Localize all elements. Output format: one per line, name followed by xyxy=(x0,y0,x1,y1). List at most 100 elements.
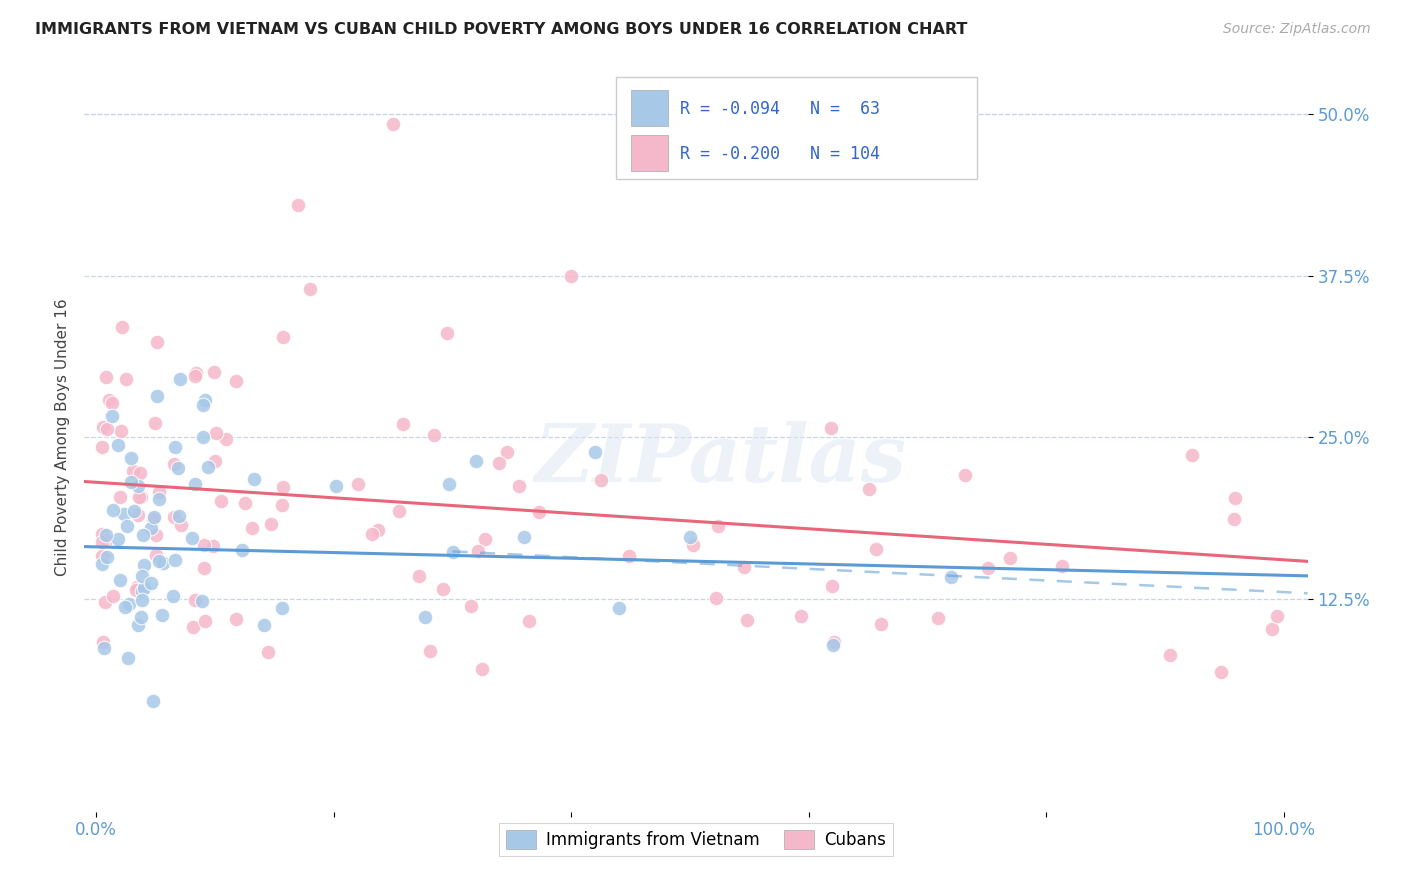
Point xyxy=(193,398,215,412)
Point xyxy=(111,320,134,334)
Point xyxy=(120,450,142,465)
Point xyxy=(121,464,143,478)
Point xyxy=(271,330,294,344)
Point xyxy=(820,421,842,435)
Point xyxy=(215,433,238,447)
Text: IMMIGRANTS FROM VIETNAM VS CUBAN CHILD POVERTY AMONG BOYS UNDER 16 CORRELATION C: IMMIGRANTS FROM VIETNAM VS CUBAN CHILD P… xyxy=(35,22,967,37)
Point xyxy=(132,528,155,542)
Point xyxy=(96,422,118,436)
Point xyxy=(139,521,162,535)
Point xyxy=(184,477,207,491)
Point xyxy=(583,445,606,459)
Point xyxy=(858,482,880,496)
Point xyxy=(191,430,214,444)
Point xyxy=(1159,648,1181,662)
Point xyxy=(1050,559,1073,574)
Point xyxy=(413,609,436,624)
Point xyxy=(422,428,444,442)
Point xyxy=(184,593,207,607)
Point xyxy=(108,574,131,588)
Point xyxy=(132,581,155,595)
Point xyxy=(441,545,464,559)
Point xyxy=(1261,622,1284,636)
Point xyxy=(488,456,510,470)
Point xyxy=(529,505,551,519)
Point xyxy=(101,590,124,604)
Point xyxy=(419,644,441,658)
Point xyxy=(91,419,114,434)
Point xyxy=(112,508,135,522)
Point xyxy=(474,533,496,547)
Point xyxy=(128,466,150,480)
Point xyxy=(508,479,530,493)
Point xyxy=(260,516,283,531)
Text: ZIPatlas: ZIPatlas xyxy=(534,421,907,499)
Point xyxy=(110,490,132,504)
Point xyxy=(142,512,165,526)
Point xyxy=(382,118,405,132)
Point xyxy=(225,612,247,626)
Point xyxy=(287,197,309,211)
Point xyxy=(94,369,117,384)
Point xyxy=(146,334,169,349)
Point xyxy=(790,608,813,623)
Point xyxy=(101,503,124,517)
Point xyxy=(233,496,256,510)
Point xyxy=(148,554,170,568)
Point xyxy=(242,472,264,486)
Y-axis label: Child Poverty Among Boys Under 16: Child Poverty Among Boys Under 16 xyxy=(55,298,70,576)
Point xyxy=(495,445,517,459)
Point xyxy=(467,543,489,558)
Point xyxy=(252,618,274,632)
Point xyxy=(127,580,149,594)
Point xyxy=(408,569,430,583)
Point xyxy=(517,615,540,629)
Point xyxy=(1000,551,1022,566)
Point xyxy=(162,589,184,603)
Point xyxy=(197,459,219,474)
Point xyxy=(194,614,217,628)
Point xyxy=(941,570,963,584)
Point xyxy=(193,538,215,552)
Point xyxy=(202,365,225,379)
Point xyxy=(139,576,162,591)
Point xyxy=(325,479,347,493)
Point xyxy=(124,582,146,597)
Point xyxy=(163,509,186,524)
Point xyxy=(617,549,640,563)
Point xyxy=(148,491,170,506)
Point xyxy=(869,616,891,631)
Text: R = -0.094   N =  63: R = -0.094 N = 63 xyxy=(681,100,880,118)
Point xyxy=(167,509,190,524)
Point xyxy=(436,326,458,340)
Bar xyxy=(631,90,668,126)
Point xyxy=(271,601,294,615)
Point xyxy=(184,367,207,381)
Point xyxy=(148,484,170,499)
Point xyxy=(91,557,114,571)
Bar xyxy=(631,135,668,171)
Point xyxy=(96,528,118,542)
Point xyxy=(98,392,121,407)
Point xyxy=(131,584,153,599)
Point xyxy=(117,518,139,533)
Point xyxy=(129,610,152,624)
Point xyxy=(240,521,263,535)
Point xyxy=(391,417,413,431)
Text: R = -0.200   N = 104: R = -0.200 N = 104 xyxy=(681,145,880,163)
Point xyxy=(820,579,842,593)
Legend: Immigrants from Vietnam, Cubans: Immigrants from Vietnam, Cubans xyxy=(499,823,893,855)
Point xyxy=(191,594,214,608)
Point xyxy=(117,650,139,665)
Point xyxy=(231,543,253,558)
Point xyxy=(143,510,166,524)
Point xyxy=(163,457,186,471)
Point xyxy=(735,613,758,627)
Point xyxy=(91,441,114,455)
Point xyxy=(193,560,215,574)
Point xyxy=(118,597,141,611)
Point xyxy=(298,281,321,295)
Point xyxy=(145,548,167,562)
Point xyxy=(170,518,193,533)
Point xyxy=(194,392,217,407)
